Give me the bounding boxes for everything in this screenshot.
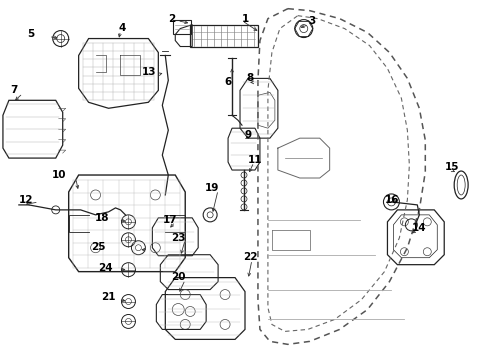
Text: 15: 15 <box>445 162 460 172</box>
Text: 22: 22 <box>243 252 257 262</box>
Text: 19: 19 <box>205 183 220 193</box>
Text: 16: 16 <box>385 195 400 205</box>
Text: 6: 6 <box>224 77 232 87</box>
Text: 11: 11 <box>248 155 262 165</box>
Text: 23: 23 <box>171 233 186 243</box>
Text: 14: 14 <box>412 223 427 233</box>
Text: 24: 24 <box>98 263 113 273</box>
Text: 12: 12 <box>19 195 33 205</box>
Text: 1: 1 <box>242 14 248 24</box>
Text: 8: 8 <box>246 73 254 84</box>
Text: 10: 10 <box>51 170 66 180</box>
Text: 7: 7 <box>10 85 18 95</box>
Text: 17: 17 <box>163 215 177 225</box>
Text: 2: 2 <box>168 14 175 24</box>
Text: 5: 5 <box>27 28 34 39</box>
Text: 13: 13 <box>142 67 157 77</box>
Text: 18: 18 <box>95 213 110 223</box>
Text: 9: 9 <box>245 130 251 140</box>
Text: 4: 4 <box>119 23 126 33</box>
Text: 21: 21 <box>101 292 116 302</box>
Text: 25: 25 <box>91 242 106 252</box>
Text: 3: 3 <box>308 15 316 26</box>
Text: 20: 20 <box>171 272 186 282</box>
